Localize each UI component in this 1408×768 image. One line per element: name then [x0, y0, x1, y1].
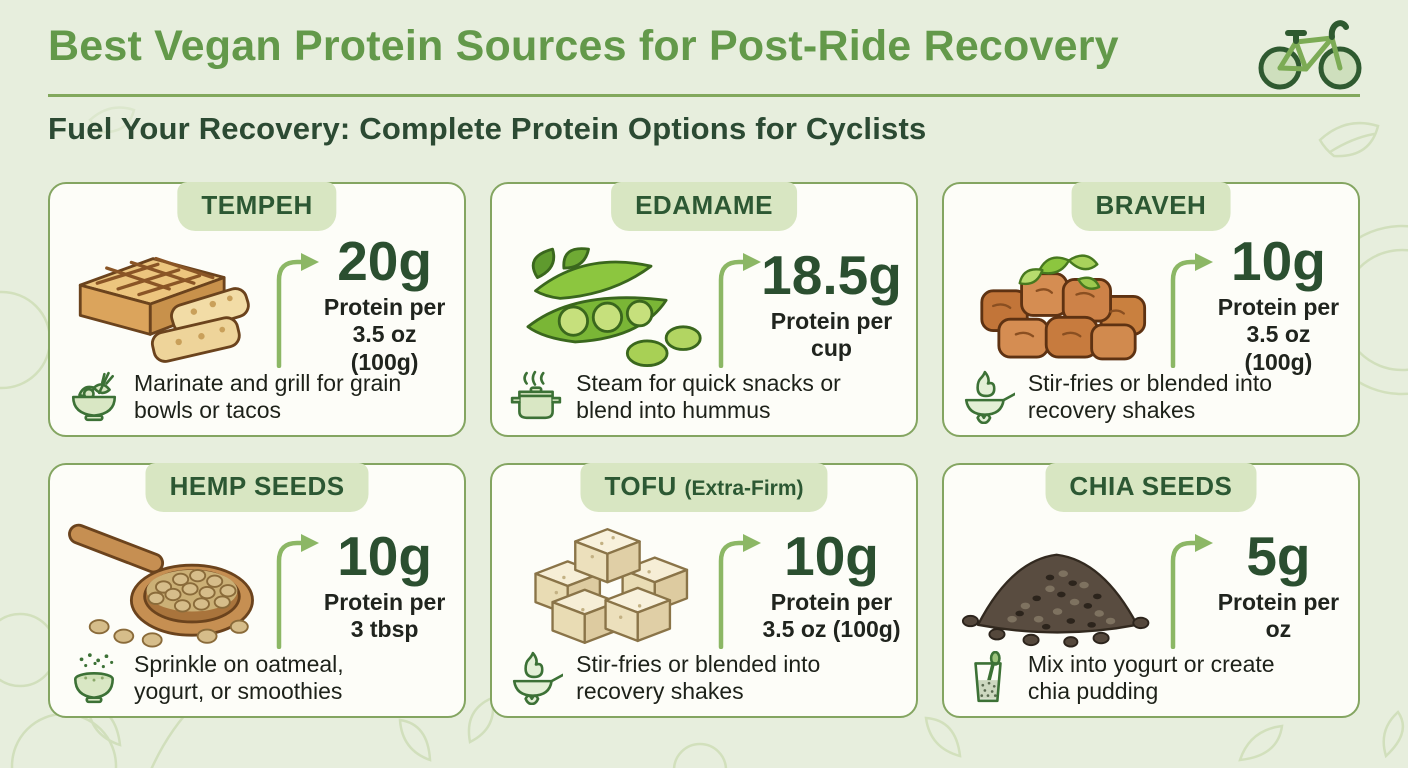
usage-row: Sprinkle on oatmeal, yogurt, or smoothies [66, 651, 454, 706]
usage-text: Marinate and grill for grain bowls or tac… [134, 369, 402, 424]
header-divider [48, 94, 1360, 97]
hemp-seeds-illustration [62, 515, 267, 657]
protein-amount: 18.5g [761, 243, 902, 306]
protein-amount: 5g [1246, 524, 1311, 587]
stat-arrow-icon [276, 253, 319, 368]
wok-flame-icon [960, 370, 1016, 425]
stat-arrow-icon [1170, 253, 1213, 368]
glass-spoon-icon [960, 651, 1016, 705]
bowl-sprinkle-icon [66, 651, 122, 705]
card-hemp-seeds: HEMP SEEDS [48, 463, 467, 718]
protein-per: Protein per oz [1217, 588, 1340, 642]
protein-amount: 10g [784, 524, 879, 587]
stat-arrow-icon [276, 534, 319, 649]
usage-text: Mix into yogurt or create chia pudding [1027, 650, 1275, 705]
tofu-cubes-illustration [504, 515, 709, 657]
page-subtitle: Fuel Your Recovery: Complete Protein Opt… [48, 111, 927, 146]
protein-amount: 10g [337, 524, 432, 587]
card-title-badge: BRAVEH [1071, 182, 1231, 231]
usage-text: Stir-fries or blended into recovery shake… [576, 650, 821, 705]
usage-row: Steam for quick snacks or blend into humm… [508, 370, 906, 425]
usage-text: Stir-fries or blended into recovery shake… [1027, 369, 1273, 424]
salad-bowl-icon [66, 370, 122, 424]
usage-row: Stir-fries or blended into recovery shake… [960, 370, 1348, 425]
protein-per: Protein per cup [770, 307, 893, 361]
usage-text: Steam for quick snacks or blend into humm… [576, 369, 841, 424]
card-title-suffix: (Extra-Firm) [684, 477, 804, 500]
protein-stat: 10g Protein per 3.5 oz (100g) [761, 524, 906, 643]
tempeh-illustration [62, 234, 267, 376]
protein-amount: 20g [337, 230, 432, 293]
card-title-badge: CHIA SEEDS [1045, 463, 1257, 512]
card-title-badge: TOFU (Extra-Firm) [580, 463, 828, 512]
usage-row: Stir-fries or blended into recovery shake… [508, 651, 906, 706]
protein-per: Protein per 3.5 oz (100g) [323, 294, 446, 375]
stat-arrow-icon [718, 253, 762, 368]
card-tofu: TOFU (Extra-Firm) [490, 463, 918, 718]
steaming-pot-icon [508, 370, 564, 424]
protein-stat: 10g Protein per 3.5 oz (100g) [1213, 234, 1348, 375]
bicycle-icon [1258, 20, 1362, 90]
card-title-badge: EDAMAME [611, 182, 797, 231]
card-edamame: EDAMAME [490, 182, 918, 437]
page-title: Best Vegan Protein Sources for Post-Ride… [48, 22, 1119, 70]
protein-amount: 10g [1231, 230, 1326, 293]
protein-stat: 20g Protein per 3.5 oz (100g) [319, 234, 454, 375]
seitan-chunks-illustration [956, 234, 1161, 376]
card-chia-seeds: CHIA SEEDS [941, 463, 1360, 718]
card-title-badge: TEMPEH [177, 182, 337, 231]
stat-arrow-icon [1170, 534, 1213, 649]
protein-stat: 10g Protein per 3 tbsp [319, 524, 454, 643]
card-braveh: BRAVEH [941, 182, 1360, 437]
protein-stat: 5g Protein per oz [1213, 524, 1348, 643]
stat-arrow-icon [718, 534, 762, 649]
protein-per: Protein per 3.5 oz (100g) [762, 588, 901, 642]
protein-per: Protein per 3 tbsp [323, 588, 446, 642]
protein-cards-grid: TEMPEH [48, 182, 1360, 718]
usage-row: Marinate and grill for grain bowls or tac… [66, 370, 454, 425]
edamame-illustration [504, 234, 709, 376]
protein-stat: 18.5g Protein per cup [761, 243, 906, 362]
card-title-badge: HEMP SEEDS [145, 463, 369, 512]
wok-flame-icon [508, 651, 564, 706]
card-tempeh: TEMPEH [48, 182, 467, 437]
usage-text: Sprinkle on oatmeal, yogurt, or smoothies [134, 650, 344, 705]
usage-row: Mix into yogurt or create chia pudding [960, 651, 1348, 706]
protein-per: Protein per 3.5 oz (100g) [1217, 294, 1340, 375]
chia-seeds-illustration [956, 515, 1161, 657]
